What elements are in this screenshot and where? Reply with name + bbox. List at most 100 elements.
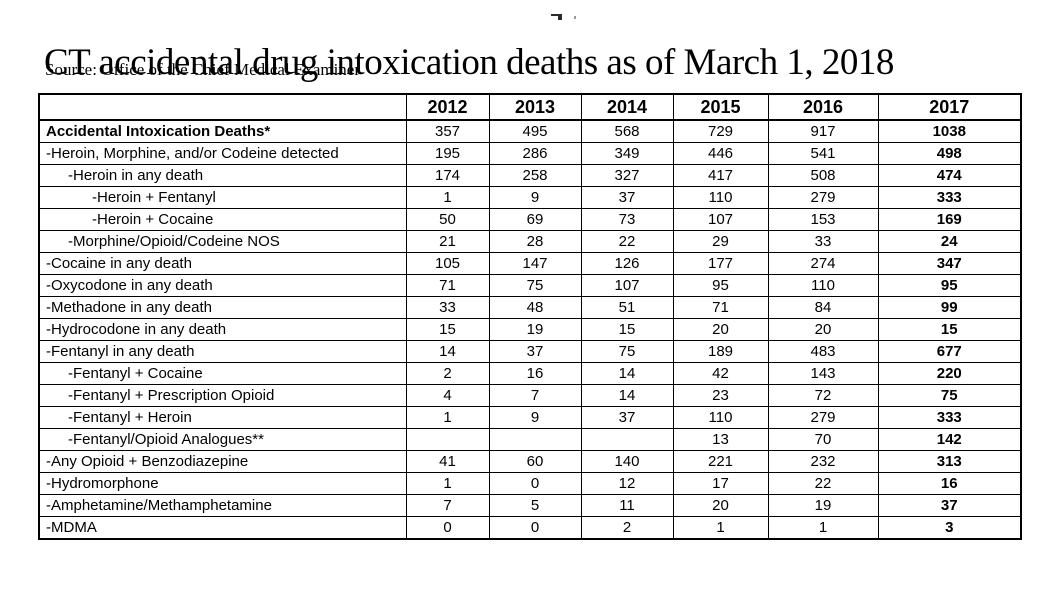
table-header-row: 2012 2013 2014 2015 2016 2017: [38, 93, 1022, 121]
value-cell: 258: [488, 164, 582, 187]
value-cell: 1: [405, 406, 490, 429]
column-header-year: 2015: [672, 93, 769, 121]
value-cell: 541: [767, 142, 879, 165]
column-header-blank: [38, 93, 407, 121]
column-header-year: 2012: [405, 93, 490, 121]
value-cell: 21: [405, 230, 490, 253]
value-cell: 483: [767, 340, 879, 363]
value-cell: 15: [580, 318, 674, 341]
value-cell: 5: [488, 494, 582, 517]
value-cell: 23: [672, 384, 769, 407]
value-cell: 14: [405, 340, 490, 363]
value-cell: 75: [488, 274, 582, 297]
column-header-year: 2016: [767, 93, 879, 121]
value-cell: 15: [877, 318, 1022, 341]
value-cell: 1: [405, 472, 490, 495]
value-cell: 729: [672, 119, 769, 143]
value-cell: 37: [580, 186, 674, 209]
value-cell: 11: [580, 494, 674, 517]
value-cell: 495: [488, 119, 582, 143]
table-row: -Any Opioid + Benzodiazepine 41 60 140 221 23…: [38, 450, 1022, 473]
row-label: -Fentanyl + Heroin: [38, 406, 407, 429]
value-cell: 110: [672, 406, 769, 429]
value-cell: 22: [767, 472, 879, 495]
value-cell: 17: [672, 472, 769, 495]
value-cell: 41: [405, 450, 490, 473]
value-cell: 917: [767, 119, 879, 143]
value-cell: 232: [767, 450, 879, 473]
value-cell: 22: [580, 230, 674, 253]
row-label: -Hydrocodone in any death: [38, 318, 407, 341]
value-cell: 37: [580, 406, 674, 429]
table-row: -Fentanyl in any death 14 37 75 189 483 677: [38, 340, 1022, 363]
table-row: -Amphetamine/Methamphetamine 7 5 11 20 19 37: [38, 494, 1022, 517]
column-header-year: 2013: [488, 93, 582, 121]
value-cell: 126: [580, 252, 674, 275]
value-cell: 33: [767, 230, 879, 253]
row-label: Accidental Intoxication Deaths*: [38, 119, 407, 143]
value-cell: 14: [580, 362, 674, 385]
value-cell: 220: [877, 362, 1022, 385]
table-row: -Morphine/Opioid/Codeine NOS 21 28 22 29 33 24: [38, 230, 1022, 253]
value-cell: [580, 428, 674, 451]
value-cell: [405, 428, 490, 451]
row-label: -Amphetamine/Methamphetamine: [38, 494, 407, 517]
value-cell: 75: [580, 340, 674, 363]
value-cell: 417: [672, 164, 769, 187]
table-row: -Heroin + Fentanyl 1 9 37 110 279 333: [38, 186, 1022, 209]
value-cell: 313: [877, 450, 1022, 473]
value-cell: 286: [488, 142, 582, 165]
value-cell: 7: [405, 494, 490, 517]
value-cell: 37: [877, 494, 1022, 517]
value-cell: 142: [877, 428, 1022, 451]
value-cell: 33: [405, 296, 490, 319]
value-cell: 446: [672, 142, 769, 165]
table-row: -Heroin + Cocaine 50 69 73 107 153 169: [38, 208, 1022, 231]
row-label: -Heroin in any death: [38, 164, 407, 187]
table-row: Accidental Intoxication Deaths* 357 495 568…: [38, 119, 1022, 143]
value-cell: 107: [672, 208, 769, 231]
value-cell: 347: [877, 252, 1022, 275]
value-cell: 2: [580, 516, 674, 540]
row-label: -Cocaine in any death: [38, 252, 407, 275]
screenshot-artifact-dot: [574, 16, 576, 19]
value-cell: 20: [672, 318, 769, 341]
value-cell: 15: [405, 318, 490, 341]
value-cell: 75: [877, 384, 1022, 407]
screenshot-artifact-mark: [558, 14, 562, 20]
value-cell: 95: [877, 274, 1022, 297]
value-cell: [488, 428, 582, 451]
table-row: -Fentanyl + Heroin 1 9 37 110 279 333: [38, 406, 1022, 429]
row-label: -Any Opioid + Benzodiazepine: [38, 450, 407, 473]
table-row: -Heroin, Morphine, and/or Codeine detect…: [38, 142, 1022, 165]
value-cell: 147: [488, 252, 582, 275]
row-label: -MDMA: [38, 516, 407, 540]
value-cell: 568: [580, 119, 674, 143]
value-cell: 143: [767, 362, 879, 385]
value-cell: 474: [877, 164, 1022, 187]
column-header-year: 2017: [877, 93, 1022, 121]
table-row: -Hydrocodone in any death 15 19 15 20 20 15: [38, 318, 1022, 341]
value-cell: 498: [877, 142, 1022, 165]
value-cell: 4: [405, 384, 490, 407]
value-cell: 13: [672, 428, 769, 451]
value-cell: 16: [488, 362, 582, 385]
table-row: -Oxycodone in any death 71 75 107 95 110 95: [38, 274, 1022, 297]
row-label: -Fentanyl + Prescription Opioid: [38, 384, 407, 407]
value-cell: 0: [488, 472, 582, 495]
value-cell: 140: [580, 450, 674, 473]
value-cell: 14: [580, 384, 674, 407]
value-cell: 279: [767, 186, 879, 209]
value-cell: 327: [580, 164, 674, 187]
value-cell: 3: [877, 516, 1022, 540]
value-cell: 1038: [877, 119, 1022, 143]
page-title: CT accidental drug intoxication deaths a…: [44, 41, 894, 83]
table-row: -Fentanyl + Prescription Opioid 4 7 14 23 72 7…: [38, 384, 1022, 407]
value-cell: 16: [877, 472, 1022, 495]
source-attribution: Source: Office of the Chief Medical Exam…: [45, 60, 361, 79]
value-cell: 71: [405, 274, 490, 297]
table-row: -Fentanyl + Cocaine 2 16 14 42 143 220: [38, 362, 1022, 385]
value-cell: 508: [767, 164, 879, 187]
value-cell: 357: [405, 119, 490, 143]
row-label: -Fentanyl + Cocaine: [38, 362, 407, 385]
